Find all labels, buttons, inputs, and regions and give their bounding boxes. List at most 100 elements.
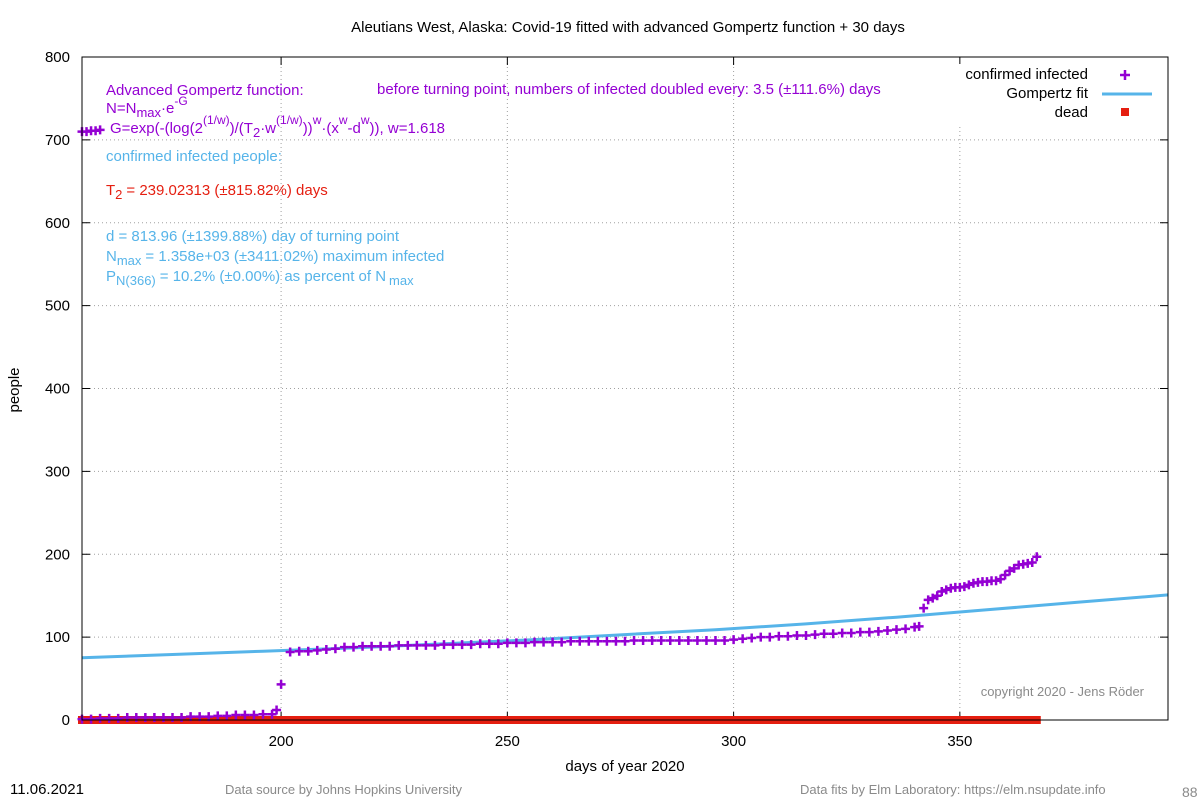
confirmed-point bbox=[828, 629, 838, 639]
confirmed-point bbox=[312, 645, 322, 655]
confirmed-point bbox=[285, 647, 295, 657]
confirmed-point bbox=[1005, 566, 1015, 576]
confirmed-point bbox=[113, 713, 123, 723]
confirmed-point bbox=[774, 631, 784, 641]
confirmed-point bbox=[520, 638, 530, 648]
confirmed-point bbox=[539, 637, 549, 647]
confirmed-point bbox=[249, 710, 259, 720]
confirmed-point bbox=[511, 638, 521, 648]
footer-page-number: 88 bbox=[1182, 784, 1198, 800]
confirmed-point bbox=[484, 639, 494, 649]
x-tick-label: 350 bbox=[947, 733, 972, 750]
confirmed-point bbox=[231, 710, 241, 720]
confirmed-point bbox=[882, 625, 892, 635]
confirmed-point bbox=[959, 582, 969, 592]
confirmed-point bbox=[855, 627, 865, 637]
confirmed-point bbox=[412, 640, 422, 650]
confirmed-point bbox=[602, 636, 612, 646]
y-tick-label: 300 bbox=[45, 463, 70, 480]
x-tick-label: 300 bbox=[721, 733, 746, 750]
confirmed-point bbox=[692, 635, 702, 645]
confirmed-point bbox=[385, 641, 395, 651]
plot-frame bbox=[81, 56, 1169, 721]
formula-n: N=Nmax·e-G bbox=[106, 94, 188, 120]
confirmed-point bbox=[892, 625, 901, 635]
confirmed-point bbox=[403, 640, 413, 650]
confirmed-point bbox=[339, 642, 349, 652]
legend-marker-confirmed bbox=[1120, 70, 1130, 80]
x-tick-label: 200 bbox=[269, 733, 294, 750]
doubling-time-t2: T2 = 239.02313 (±815.82%) days bbox=[106, 182, 328, 202]
confirmed-point bbox=[272, 705, 282, 715]
confirmed-point bbox=[756, 632, 766, 642]
confirmed-point bbox=[466, 640, 476, 650]
confirmed-point bbox=[801, 630, 811, 640]
confirmed-point bbox=[964, 580, 974, 590]
confirmed-point bbox=[819, 629, 829, 639]
y-tick-label: 200 bbox=[45, 546, 70, 563]
footer-fits: Data fits by Elm Laboratory: https://elm… bbox=[800, 782, 1106, 797]
legend: confirmed infected Gompertz fit dead bbox=[930, 64, 1166, 126]
confirmed-point bbox=[421, 640, 431, 650]
confirmed-point bbox=[747, 633, 757, 643]
confirmed-point bbox=[430, 640, 440, 650]
y-tick-label: 600 bbox=[45, 215, 70, 232]
confirmed-point bbox=[367, 641, 377, 651]
y-axis-label: people bbox=[6, 367, 23, 412]
x-axis-label: days of year 2020 bbox=[565, 758, 684, 775]
confirmed-point bbox=[294, 646, 304, 656]
confirmed-point bbox=[923, 595, 933, 605]
confirmed-point bbox=[95, 125, 105, 135]
y-tick-label: 400 bbox=[45, 381, 70, 398]
confirmed-point bbox=[996, 574, 1006, 584]
confirmed-point bbox=[720, 635, 730, 645]
confirmed-point bbox=[674, 635, 684, 645]
confirmed-point bbox=[914, 621, 924, 631]
confirmed-point bbox=[149, 713, 159, 723]
confirmed-point bbox=[168, 713, 177, 723]
confirmed-point bbox=[131, 713, 141, 723]
confirmed-point bbox=[738, 634, 748, 644]
x-tick-label: 250 bbox=[495, 733, 520, 750]
confirmed-point bbox=[502, 638, 512, 648]
confirmed-point bbox=[1009, 563, 1019, 573]
axis-ticks: 0 100 200 300 400 500 600 700 800 200 250 300 350 bbox=[45, 49, 1168, 750]
confirmed-point bbox=[376, 641, 386, 651]
formula-title: Advanced Gompertz function: bbox=[106, 82, 304, 99]
y-tick-label: 100 bbox=[45, 629, 70, 646]
confirmed-point bbox=[1027, 558, 1037, 568]
confirmed-point bbox=[638, 635, 648, 645]
confirmed-point bbox=[701, 635, 711, 645]
legend-label-confirmed: confirmed infected bbox=[965, 66, 1088, 83]
confirmed-point bbox=[566, 636, 576, 646]
confirmed-point bbox=[439, 640, 449, 650]
confirmed-point bbox=[140, 713, 150, 723]
confirmed-point bbox=[665, 635, 675, 645]
confirmed-point bbox=[177, 713, 187, 723]
confirmed-point bbox=[837, 628, 847, 638]
confirmed-point bbox=[629, 635, 639, 645]
confirmed-point bbox=[258, 709, 268, 719]
confirmed-point bbox=[1032, 552, 1042, 562]
confirmed-point bbox=[394, 640, 404, 650]
confirmed-point bbox=[104, 713, 114, 723]
legend-plus bbox=[1120, 70, 1130, 80]
confirmed-point bbox=[475, 639, 485, 649]
confirmed-point bbox=[321, 645, 331, 655]
confirmed-point bbox=[95, 713, 105, 723]
confirmed-point bbox=[656, 635, 666, 645]
confirmed-point bbox=[575, 636, 585, 646]
confirmed-point bbox=[711, 635, 720, 645]
confirmed-point bbox=[783, 631, 793, 641]
formula-g: G=exp(-(log(2(1/w))/(T2·w(1/w)))w·(xw-dw… bbox=[110, 113, 445, 140]
confirmed-point bbox=[932, 591, 942, 601]
confirmed-point bbox=[276, 679, 286, 689]
confirmed-point bbox=[683, 635, 693, 645]
confirmed-point bbox=[358, 641, 368, 651]
confirmed-point bbox=[330, 644, 340, 654]
confirmed-point bbox=[765, 632, 775, 642]
footer-source: Data source by Johns Hopkins University bbox=[225, 782, 462, 797]
fit-stats: confirmed infected people: T2 = 239.02313… bbox=[106, 148, 444, 288]
